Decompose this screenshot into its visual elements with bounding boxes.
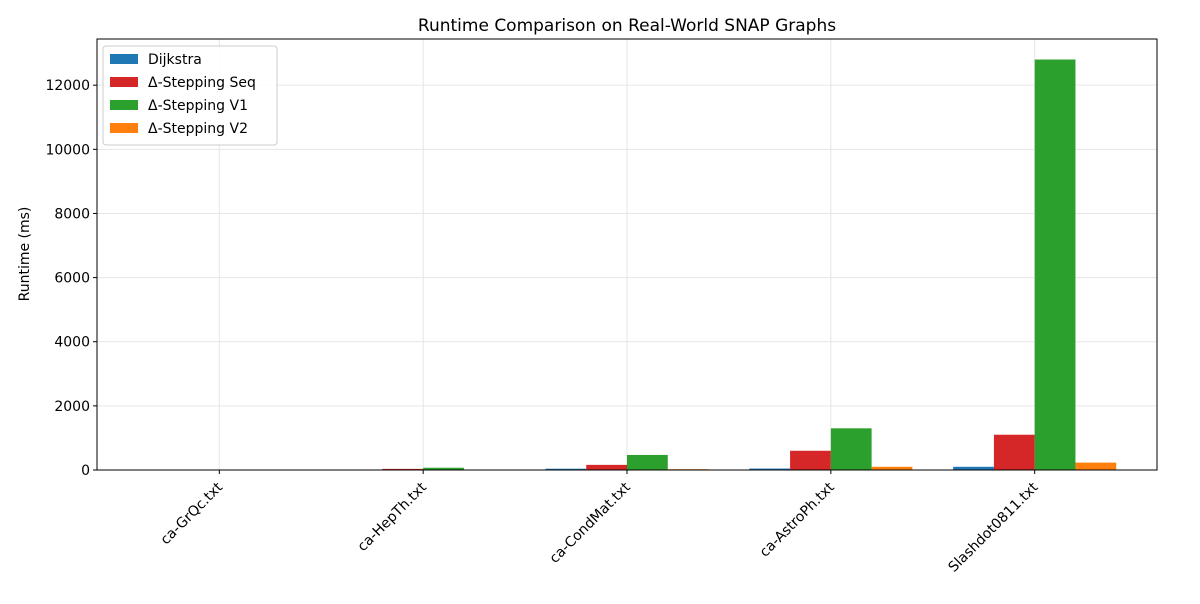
legend: Dijkstra Δ-Stepping Seq Δ-Stepping V1 Δ-Ste… [103, 46, 277, 145]
y-tick-label: 6000 [54, 271, 90, 287]
legend-label: Δ-Stepping Seq [148, 75, 256, 91]
legend-label: Δ-Stepping V1 [148, 98, 248, 114]
y-tick-label: 2000 [54, 399, 90, 415]
x-tick-label: ca-GrQc.txt [158, 479, 227, 548]
bar [1035, 60, 1076, 470]
bar [627, 455, 668, 470]
y-tick-label: 4000 [54, 335, 90, 351]
bar [586, 465, 627, 470]
x-tick-label: ca-AstroPh.txt [757, 479, 838, 560]
x-tick-label: Slashdot0811.txt [945, 479, 1041, 575]
bar [1075, 463, 1116, 470]
bar [994, 435, 1035, 470]
legend-swatch [110, 54, 138, 64]
y-tick-label: 8000 [54, 206, 90, 222]
legend-swatch [110, 100, 138, 110]
legend-swatch [110, 77, 138, 87]
bar [831, 428, 872, 470]
legend-label: Δ-Stepping V2 [148, 121, 248, 137]
legend-label: Dijkstra [148, 52, 202, 68]
y-tick-label: 10000 [45, 142, 90, 158]
bar [790, 451, 831, 470]
axis-ticks: 0 2000 4000 6000 8000 10000 12000 ca-GrQc.txt ca… [45, 78, 1041, 575]
y-tick-label: 0 [81, 463, 90, 479]
y-axis-label: Runtime (ms) [17, 207, 33, 302]
x-tick-label: ca-CondMat.txt [547, 479, 635, 567]
legend-swatch [110, 123, 138, 133]
y-tick-label: 12000 [45, 78, 90, 94]
x-tick-label: ca-HepTh.txt [355, 479, 431, 555]
chart-title: Runtime Comparison on Real-World SNAP Gr… [418, 16, 836, 36]
